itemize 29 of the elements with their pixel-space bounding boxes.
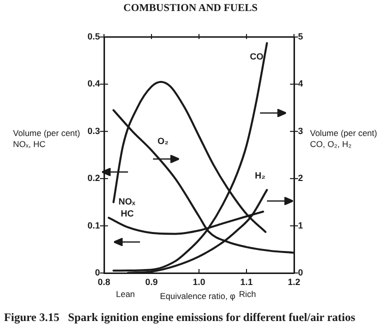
y2-axis-title: Volume (per cent) CO, O₂, H₂ xyxy=(310,128,378,150)
x-tick-label: 1.0 xyxy=(192,276,206,287)
y2-tick-label: 4 xyxy=(298,78,304,89)
y2-tick-label: 3 xyxy=(298,126,304,136)
y-tick-label: 0 xyxy=(94,267,100,278)
x-tick-label: 1.1 xyxy=(240,276,253,287)
y2-tick-label: 2 xyxy=(298,173,304,184)
text: Lean xyxy=(116,289,135,299)
text: Rich xyxy=(239,289,256,299)
y-tick-label: 0.3 xyxy=(87,126,100,136)
series-label: H₂ xyxy=(254,170,266,180)
x-tick-label: 0.8 xyxy=(98,276,110,287)
x-axis-title: Equivalence ratio, φ xyxy=(160,291,236,301)
text: COMBUSTION AND FUELS xyxy=(122,3,259,14)
y-tick-label: 0.1 xyxy=(87,220,100,230)
y-axis-title: Volume (per cent) NOₓ, HC xyxy=(13,128,80,150)
x-tick-label: 1.2 xyxy=(288,276,300,287)
series-label: CO xyxy=(250,52,264,62)
y-tick-label: 0.2 xyxy=(87,173,100,184)
x-tick-label: 0.9 xyxy=(145,276,158,287)
y2-tick-label: 1 xyxy=(298,220,304,230)
y2-tick-label: 5 xyxy=(298,31,304,42)
series-label: HC xyxy=(120,208,134,218)
series-label: NOₓ xyxy=(118,196,136,207)
series-label: O₂ xyxy=(158,136,168,146)
y-tick-label: 0.4 xyxy=(87,78,100,89)
text: Figure 3.15 Spark ignition engine emissions for different fuel/air ratios xyxy=(4,312,356,324)
y-tick-label: 0.5 xyxy=(87,31,100,42)
y2-tick-label: 0 xyxy=(298,267,304,278)
